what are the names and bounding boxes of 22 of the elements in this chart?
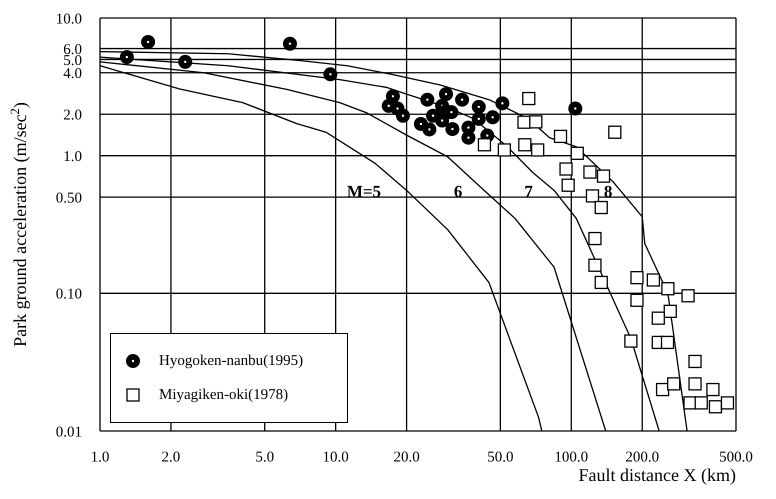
x-tick-label: 10.0 (322, 450, 349, 466)
x-tick-label: 200.0 (625, 450, 660, 466)
legend-label: Miyagiken-oki(1978) (159, 386, 288, 404)
x-tick-label: 50.0 (487, 450, 514, 466)
annotation: 8 (604, 182, 612, 201)
x-tick-label: 100.0 (554, 450, 588, 466)
annotation: 6 (454, 182, 462, 201)
x-axis-title: Fault distance X (km) (578, 465, 736, 485)
annotation: 7 (524, 182, 533, 201)
y-tick-label: 0.10 (56, 286, 82, 303)
legend-label: Hyogoken-nanbu(1995) (159, 352, 304, 370)
y-tick-label: 10.0 (56, 11, 82, 28)
y-tick-label: 1.0 (63, 148, 82, 165)
y-tick-label: 2.0 (63, 108, 82, 124)
x-tick-label: 1.0 (90, 450, 110, 466)
x-tick-label: 5.0 (255, 450, 274, 466)
x-tick-label: 500.0 (719, 450, 753, 466)
x-tick-label: 2.0 (162, 450, 180, 466)
y-tick-label: 4.0 (63, 66, 82, 82)
x-tick-label: 20.0 (393, 450, 420, 466)
y-tick-label: 0.01 (56, 424, 82, 440)
y-tick-label: 0.50 (56, 190, 82, 206)
